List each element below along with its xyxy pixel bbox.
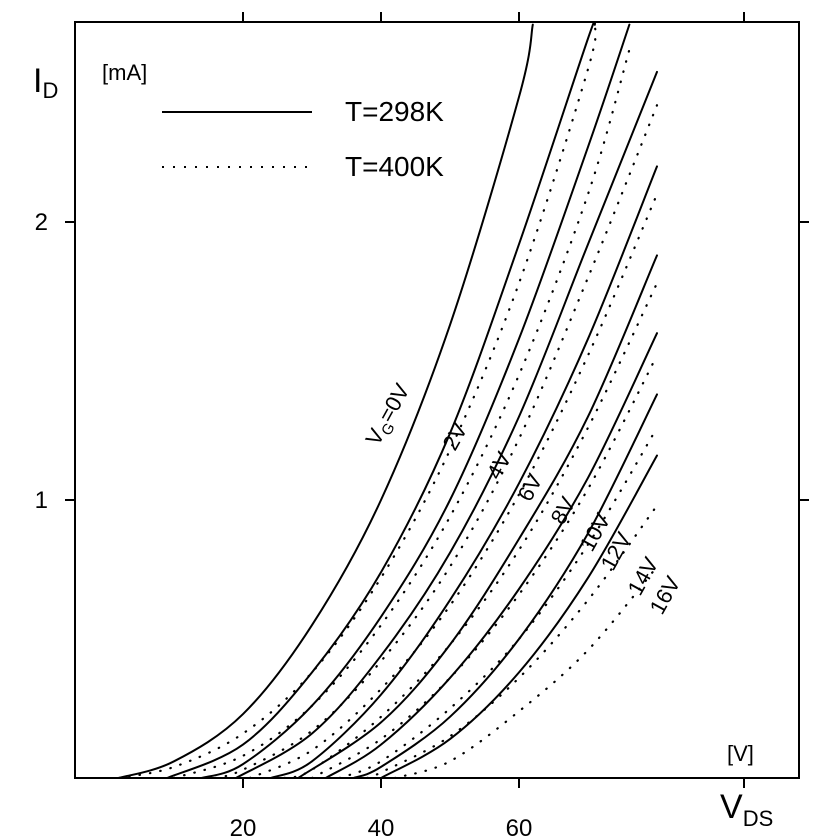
y-axis-label-main: I [33, 62, 42, 100]
y-axis-label: ID [33, 62, 58, 103]
y-axis-label-sub: D [42, 78, 58, 103]
annotation-vg-0v-rest: =0V [373, 379, 414, 426]
annotation-vg-0v: VG=0V [361, 379, 419, 451]
curve-vg2-298k [166, 22, 597, 778]
x-tick-label-20: 20 [230, 815, 257, 839]
x-axis-unit: [V] [727, 741, 754, 766]
tick-labels: 20 40 60 1 2 [35, 209, 533, 839]
x-axis-label: VDS [720, 788, 773, 831]
x-tick-label-60: 60 [506, 815, 533, 839]
curve-vg16-400k [393, 565, 659, 778]
x-tick-label-40: 40 [368, 815, 395, 839]
annotation-4v: 4V [482, 447, 517, 483]
legend-label-298k: T=298K [345, 96, 444, 127]
plot-frame [74, 21, 800, 779]
legend-label-400k: T=400K [345, 151, 444, 182]
curve-vg6-400k [248, 193, 659, 778]
tick-marks [65, 12, 809, 788]
curves [117, 22, 659, 778]
curve-vg2-400k [172, 48, 631, 778]
x-axis-label-sub: DS [743, 806, 774, 831]
y-axis-unit: [mA] [102, 60, 147, 85]
curve-vg8-400k [283, 282, 659, 778]
y-tick-label-1: 1 [35, 487, 48, 514]
curve-vg6-298k [235, 70, 658, 778]
y-tick-label-2: 2 [35, 209, 48, 236]
legend: T=298K T=400K [162, 96, 444, 182]
curve-vg12-298k [324, 332, 658, 778]
curve-vg16-298k [380, 454, 658, 778]
curve-vg8-298k [269, 165, 658, 778]
curve-vg4-400k [214, 104, 659, 778]
curve-vg14-298k [352, 393, 658, 778]
curve-vg0-298k [117, 23, 534, 778]
annotation-8v: 8V [546, 492, 581, 528]
curve-vg4-298k [200, 23, 631, 778]
x-axis-label-main: V [720, 788, 743, 826]
curve-vg10-298k [297, 254, 658, 778]
